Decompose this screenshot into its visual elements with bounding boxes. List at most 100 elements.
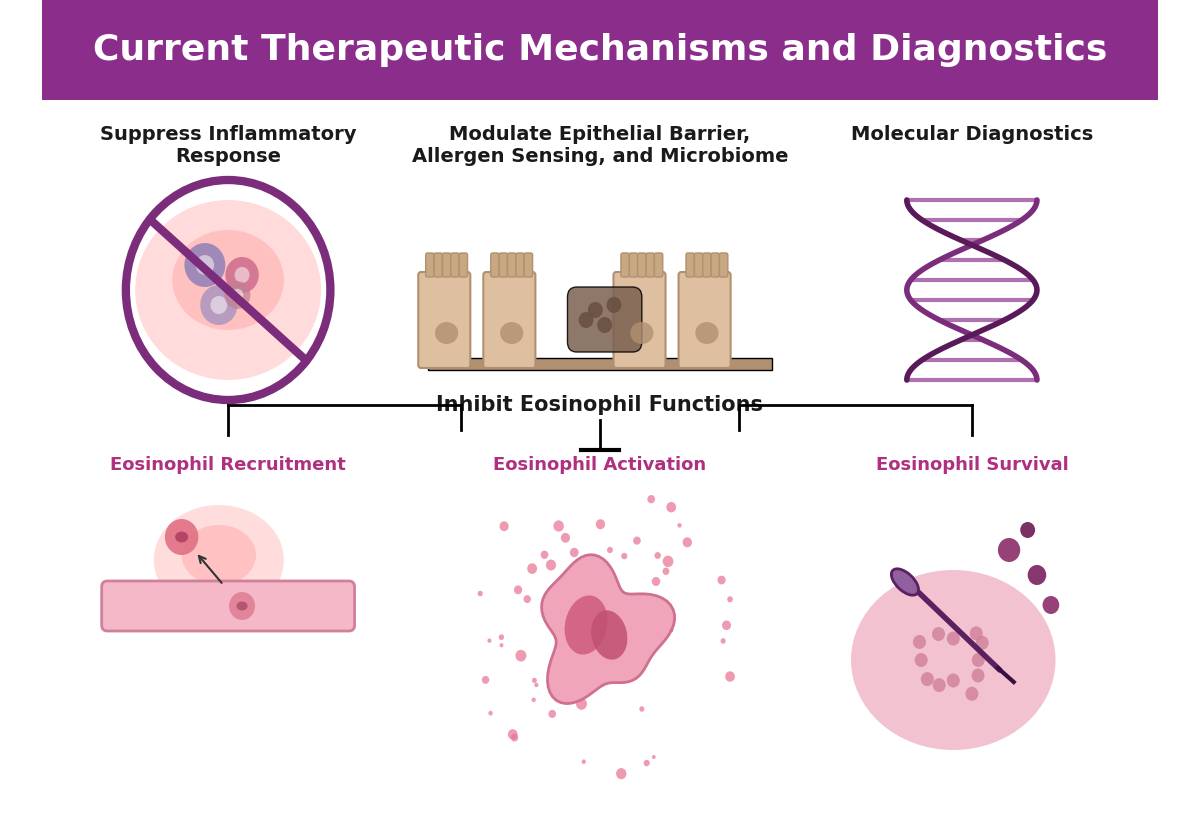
Ellipse shape [136,200,322,380]
FancyBboxPatch shape [686,253,695,277]
Circle shape [200,285,238,325]
Circle shape [643,759,649,766]
Circle shape [965,687,978,701]
Text: Eosinophil Survival: Eosinophil Survival [876,456,1068,474]
Circle shape [487,638,492,643]
Circle shape [634,537,641,544]
Circle shape [478,591,482,596]
Circle shape [511,734,518,742]
Circle shape [718,575,726,585]
FancyBboxPatch shape [451,253,460,277]
FancyBboxPatch shape [703,253,712,277]
Text: Eosinophil Activation: Eosinophil Activation [493,456,707,474]
Circle shape [582,759,586,764]
FancyBboxPatch shape [434,253,443,277]
Circle shape [499,643,504,648]
Polygon shape [541,554,674,704]
Circle shape [1043,596,1060,614]
Ellipse shape [695,322,719,344]
Ellipse shape [630,322,654,344]
Circle shape [666,502,676,512]
Ellipse shape [236,601,247,611]
Ellipse shape [564,596,607,654]
Circle shape [499,634,504,640]
Circle shape [164,519,198,555]
Circle shape [576,698,587,710]
Circle shape [622,553,628,559]
Circle shape [541,550,548,559]
Circle shape [588,302,602,318]
Circle shape [598,317,612,333]
FancyBboxPatch shape [524,253,533,277]
Circle shape [720,638,726,643]
Circle shape [654,552,661,559]
FancyBboxPatch shape [613,272,666,368]
Circle shape [523,595,530,603]
Circle shape [232,289,244,302]
FancyBboxPatch shape [460,253,468,277]
Circle shape [508,729,517,739]
Circle shape [482,676,490,684]
FancyBboxPatch shape [720,253,728,277]
Circle shape [998,538,1020,562]
Circle shape [652,755,655,759]
Ellipse shape [500,322,523,344]
FancyBboxPatch shape [654,253,662,277]
Ellipse shape [181,525,256,585]
FancyBboxPatch shape [620,253,629,277]
FancyBboxPatch shape [516,253,524,277]
Circle shape [534,683,539,687]
Text: Current Therapeutic Mechanisms and Diagnostics: Current Therapeutic Mechanisms and Diagn… [92,33,1108,67]
Circle shape [972,653,985,667]
Circle shape [607,547,613,553]
Circle shape [548,710,556,718]
FancyBboxPatch shape [712,253,720,277]
Circle shape [920,672,934,686]
Ellipse shape [851,570,1056,750]
Circle shape [499,522,509,531]
Ellipse shape [592,611,628,659]
Text: Eosinophil Recruitment: Eosinophil Recruitment [110,456,346,474]
Circle shape [532,697,535,702]
Circle shape [606,297,622,313]
FancyBboxPatch shape [426,253,434,277]
Circle shape [914,653,928,667]
Text: Suppress Inflammatory
Response: Suppress Inflammatory Response [100,125,356,166]
Circle shape [226,257,259,293]
Circle shape [727,596,733,602]
Circle shape [527,564,538,574]
Circle shape [652,577,660,586]
FancyBboxPatch shape [428,358,772,370]
Circle shape [234,267,250,283]
Circle shape [947,674,960,687]
FancyBboxPatch shape [646,253,654,277]
Circle shape [578,312,594,328]
Circle shape [560,533,570,543]
FancyBboxPatch shape [491,253,499,277]
Circle shape [210,296,227,314]
Circle shape [1020,522,1036,538]
Circle shape [516,650,527,662]
Text: Modulate Epithelial Barrier,
Allergen Sensing, and Microbiome: Modulate Epithelial Barrier, Allergen Se… [412,125,788,166]
FancyBboxPatch shape [695,253,703,277]
Ellipse shape [173,230,284,330]
Ellipse shape [434,322,458,344]
Circle shape [595,519,605,529]
Circle shape [662,555,673,567]
Circle shape [532,678,536,683]
Ellipse shape [175,532,188,543]
Circle shape [185,243,226,287]
Circle shape [196,255,214,275]
Circle shape [722,621,731,630]
Circle shape [229,592,256,620]
Circle shape [947,632,960,646]
Circle shape [972,669,984,682]
Ellipse shape [892,569,918,596]
Text: Inhibit Eosinophil Functions: Inhibit Eosinophil Functions [437,395,763,415]
Circle shape [976,636,989,650]
FancyBboxPatch shape [568,287,642,352]
Circle shape [224,281,251,309]
FancyBboxPatch shape [499,253,508,277]
Circle shape [932,678,946,692]
Circle shape [640,706,644,711]
